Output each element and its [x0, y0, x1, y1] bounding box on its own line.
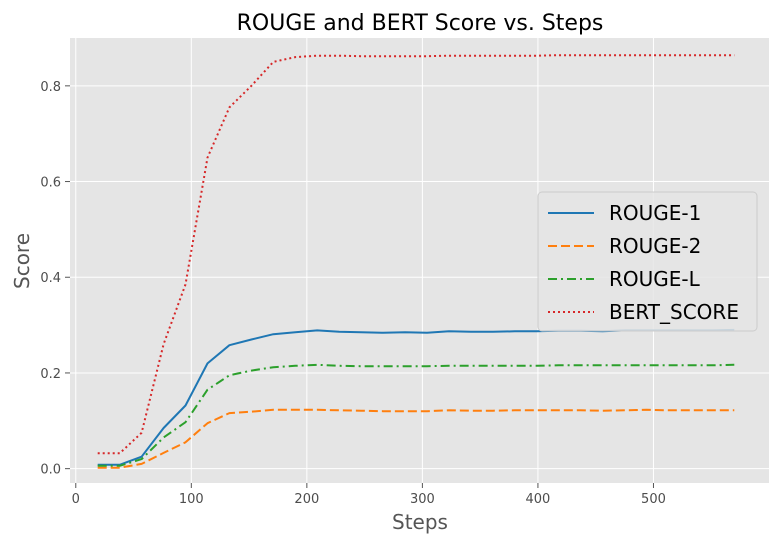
- chart-title: ROUGE and BERT Score vs. Steps: [237, 11, 604, 36]
- grid: [70, 38, 769, 483]
- legend-label-rouge-l: ROUGE-L: [609, 267, 701, 291]
- y-axis-ticks: 0.0 0.2 0.4 0.6 0.8: [40, 80, 70, 478]
- x-axis-label: Steps: [392, 510, 448, 534]
- y-tick-label: 0.6: [40, 176, 61, 191]
- x-tick-label: 200: [294, 492, 319, 507]
- y-axis-label: Score: [10, 233, 34, 289]
- y-tick-label: 0.4: [40, 271, 61, 286]
- y-tick-label: 0.2: [40, 367, 61, 382]
- x-tick-label: 0: [72, 492, 80, 507]
- x-tick-label: 300: [410, 492, 435, 507]
- y-tick-label: 0.0: [40, 463, 61, 478]
- legend-box: [537, 191, 758, 332]
- legend-label-bert-score: BERT_SCORE: [609, 300, 739, 324]
- y-tick-label: 0.8: [40, 80, 61, 95]
- legend-label-rouge-1: ROUGE-1: [609, 201, 701, 225]
- x-tick-label: 100: [179, 492, 204, 507]
- series-line-rouge-l: [97, 363, 735, 467]
- x-axis-ticks: 0 100 200 300 400 500: [72, 483, 666, 507]
- series-line-rouge-2: [97, 408, 735, 469]
- x-tick-label: 400: [526, 492, 551, 507]
- x-tick-label: 500: [641, 492, 666, 507]
- legend-label-rouge-2: ROUGE-2: [609, 234, 701, 258]
- legend: ROUGE-1 ROUGE-2 ROUGE-L BERT_SCORE: [537, 191, 758, 332]
